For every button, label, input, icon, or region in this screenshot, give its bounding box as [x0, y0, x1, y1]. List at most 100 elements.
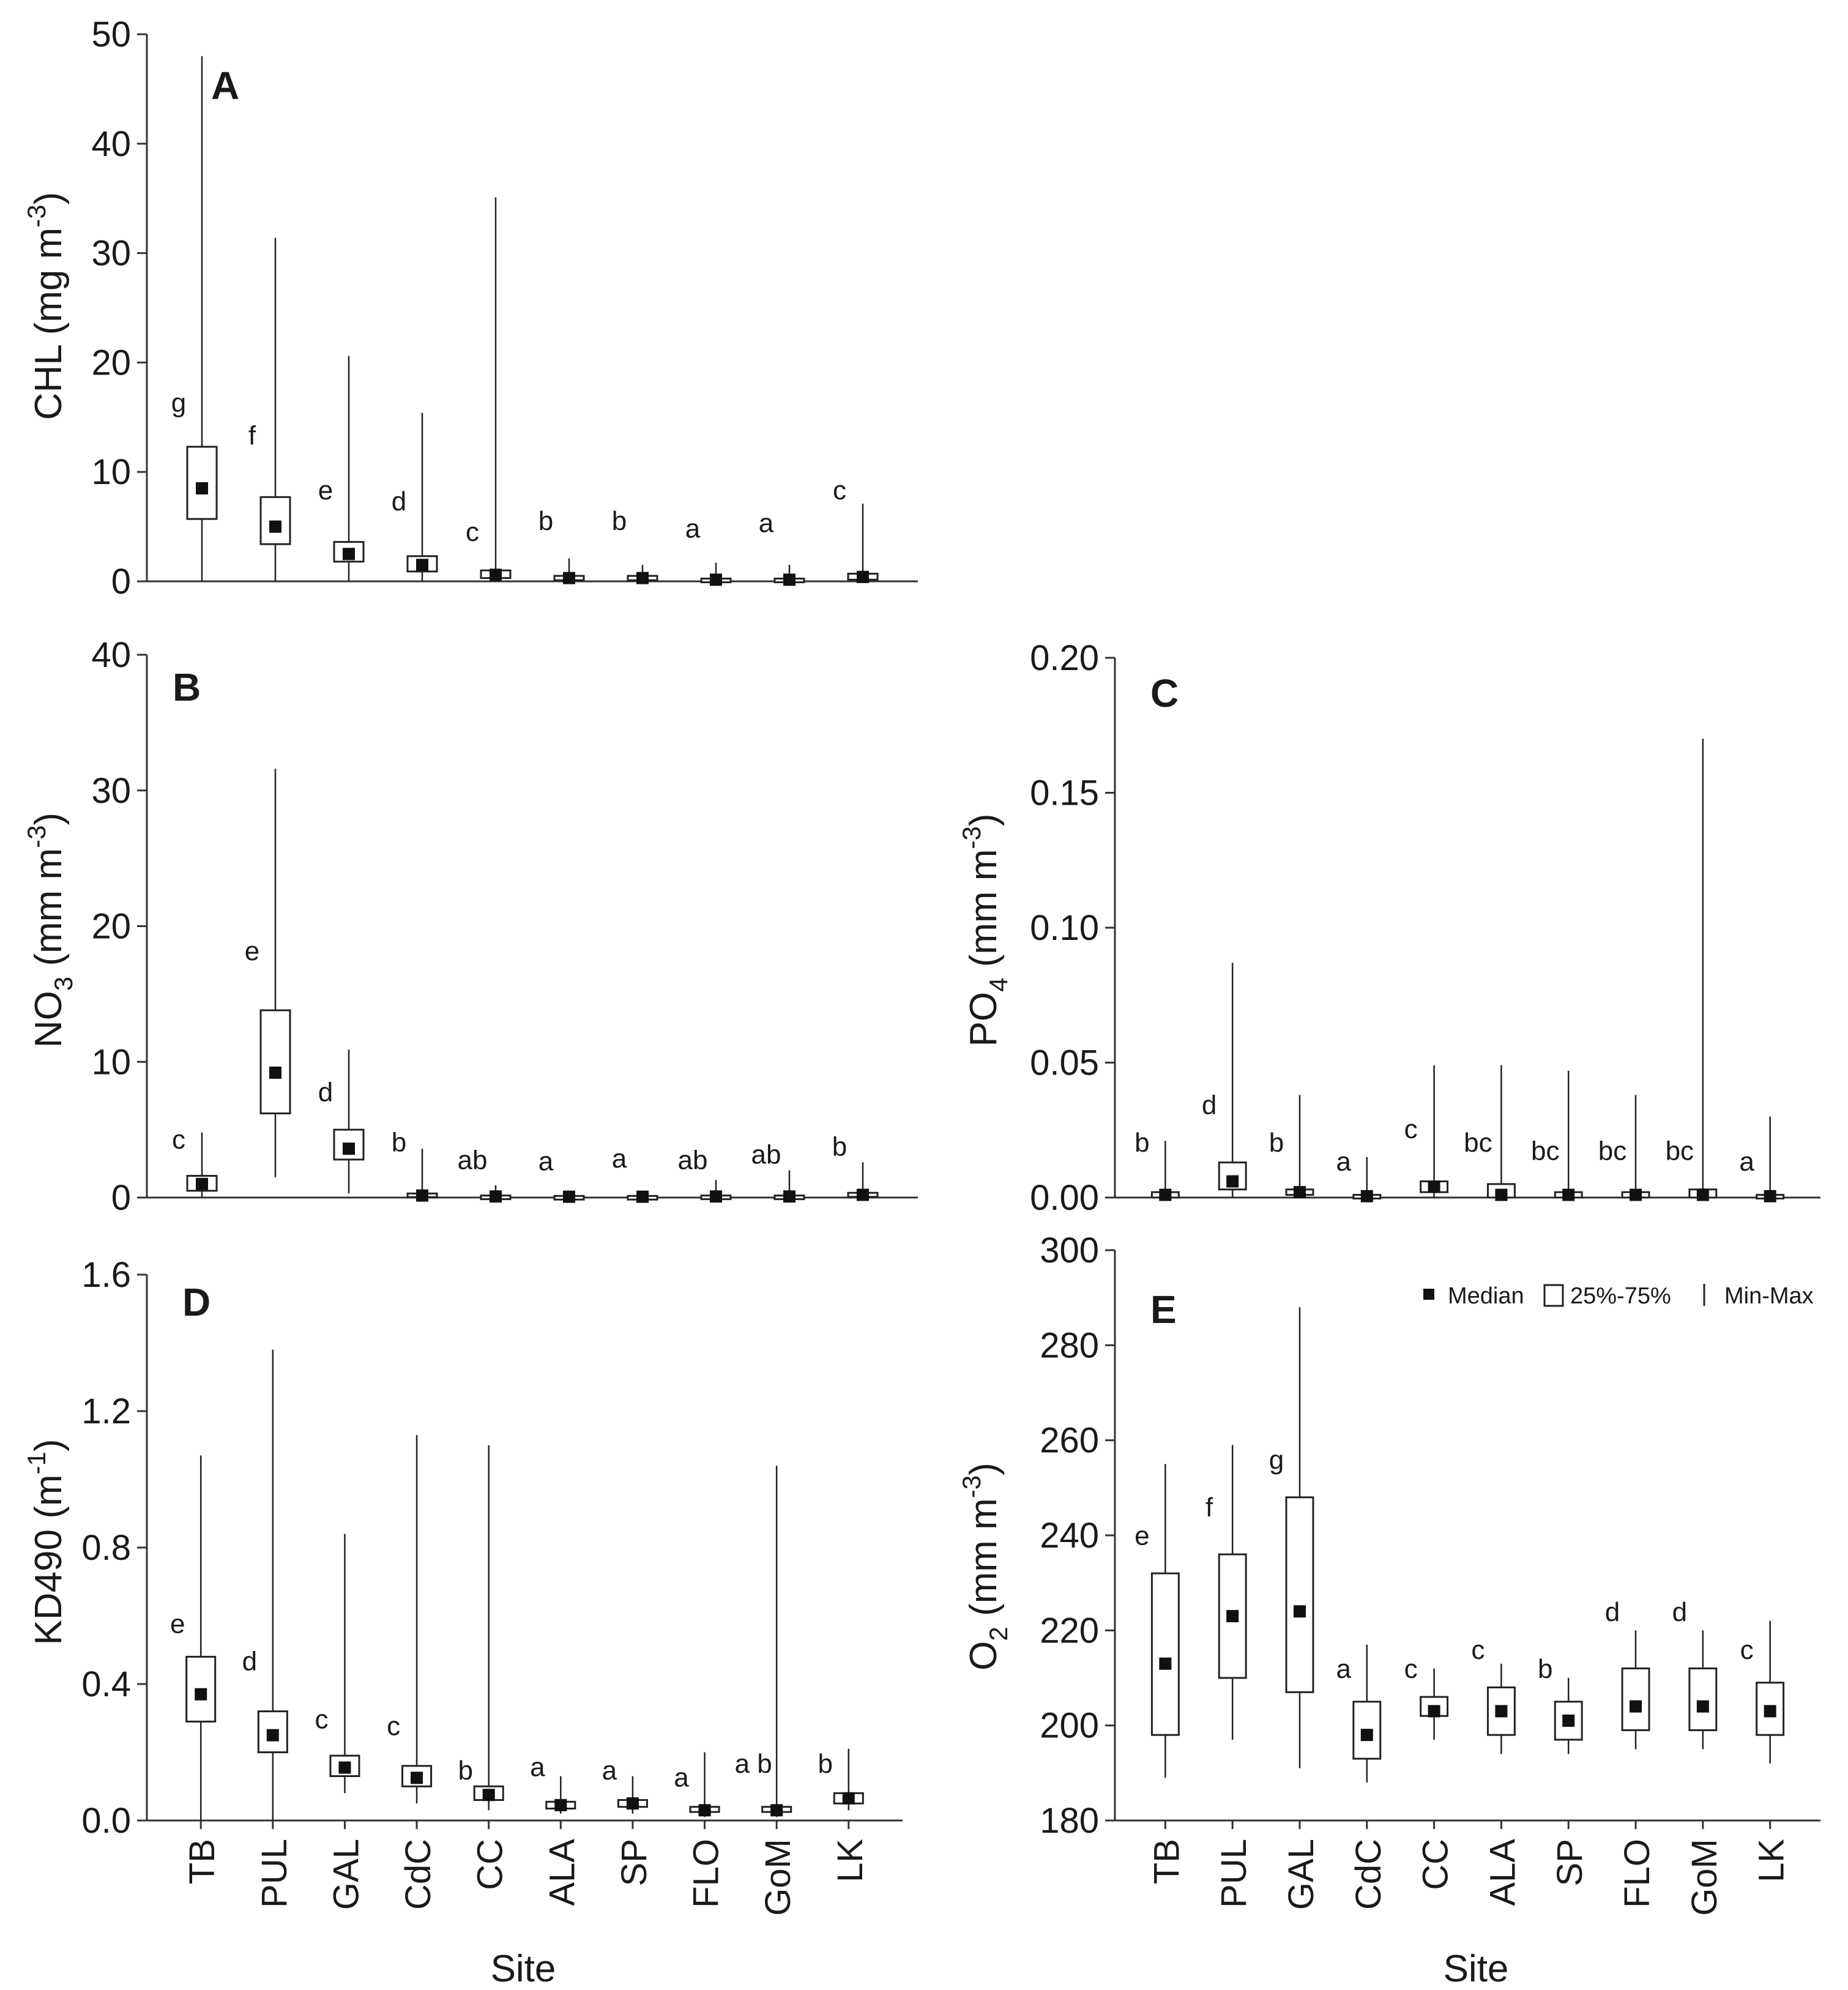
median-sp	[1562, 1714, 1575, 1727]
y-tick-label: 0.00	[1030, 1178, 1099, 1218]
box-tb	[186, 445, 218, 520]
median-flo	[1630, 1700, 1642, 1713]
group-letter: f	[1205, 1492, 1213, 1522]
median-gom	[1696, 1700, 1709, 1713]
y-tick-label: 180	[1040, 1801, 1099, 1841]
median-flo	[710, 573, 722, 586]
x-tick-label: ALA	[542, 1839, 582, 1906]
median-ala	[563, 572, 575, 584]
y-tick-label: 280	[1040, 1325, 1099, 1365]
group-letter: d	[1605, 1597, 1620, 1627]
group-letter: bc	[1531, 1136, 1559, 1166]
x-tick-label: CdC	[1349, 1839, 1388, 1910]
group-letter: c	[1404, 1114, 1418, 1144]
legend-median-label: Median	[1448, 1283, 1524, 1309]
group-letter: b	[832, 1131, 847, 1161]
y-tick-label: 0	[111, 562, 131, 602]
median-pul	[269, 1066, 281, 1079]
y-tick-label: 200	[1040, 1706, 1099, 1746]
x-tick-label: TB	[182, 1839, 222, 1884]
x-tick-label: SP	[614, 1839, 654, 1886]
median-gal	[343, 548, 355, 561]
group-letter: bc	[1464, 1128, 1492, 1158]
group-letter: b	[1269, 1128, 1284, 1158]
median-pul	[266, 1729, 279, 1742]
median-tb	[195, 1688, 207, 1701]
y-axis-title: CHL (mg m-3)	[22, 192, 70, 420]
y-axis-title: O2 (mm m-3)	[957, 1463, 1013, 1671]
group-letter: e	[245, 936, 259, 966]
group-letter: g	[1269, 1445, 1284, 1475]
group-letter: ab	[751, 1140, 781, 1170]
group-letter: b	[818, 1749, 833, 1779]
x-tick-label: PUL	[1214, 1839, 1254, 1908]
y-tick-label: 0.10	[1030, 908, 1099, 948]
y-tick-label: 10	[91, 452, 131, 492]
panel-d: D KD490 (m-1) Site 0.0 0.4 0.8 1.2 1.6 e TB d PU…	[22, 1255, 903, 1990]
y-tick-label: 0	[111, 1178, 131, 1218]
group-letter: a	[685, 513, 701, 543]
panel-a: A CHL (mg m-3) 0 10 20 30 40 50 g f e d c b b a a c	[22, 15, 918, 602]
group-letter: e	[318, 475, 333, 505]
group-letter: a	[602, 1756, 617, 1786]
x-tick-label: GoM	[1685, 1839, 1724, 1916]
median-lk	[842, 1792, 855, 1805]
group-letter: a	[530, 1753, 545, 1783]
y-tick-label: 0.4	[81, 1664, 131, 1704]
panel-e: E O2 (mm m-3) Site Median 25%-75% Min-Ma…	[957, 1231, 1820, 1990]
group-letter: b	[538, 506, 553, 536]
median-lk	[1764, 1190, 1776, 1202]
x-tick-label: LK	[830, 1839, 870, 1882]
panel-label: E	[1150, 1288, 1177, 1332]
y-tick-label: 220	[1040, 1611, 1099, 1650]
x-tick-label: CdC	[398, 1839, 438, 1910]
x-axis-title: Site	[1444, 1948, 1509, 1990]
y-tick-label: 1.2	[81, 1392, 131, 1431]
median-ala	[554, 1798, 567, 1811]
median-cc	[490, 568, 502, 581]
y-axis-title: KD490 (m-1)	[22, 1439, 70, 1645]
group-letter: b	[612, 506, 627, 536]
x-tick-label: FLO	[687, 1839, 726, 1908]
median-gal	[1293, 1186, 1306, 1199]
group-letter: e	[1135, 1521, 1149, 1551]
group-letter: a	[1336, 1654, 1352, 1684]
panel-label: C	[1150, 671, 1179, 715]
x-tick-label: GAL	[1281, 1839, 1321, 1910]
y-tick-label: 20	[91, 343, 131, 382]
median-lk	[857, 570, 869, 583]
median-lk	[1764, 1705, 1776, 1718]
x-tick-label: GoM	[758, 1839, 798, 1916]
group-letter: c	[315, 1704, 328, 1734]
median-ala	[1495, 1188, 1508, 1201]
group-letter: a	[759, 509, 774, 538]
median-tb	[1159, 1657, 1172, 1670]
group-letter: c	[1740, 1635, 1754, 1665]
x-tick-label: TB	[1147, 1839, 1187, 1884]
group-letter: d	[392, 486, 406, 516]
group-letter: a	[612, 1144, 627, 1174]
median-tb	[196, 1177, 208, 1190]
group-letter: e	[170, 1609, 185, 1639]
group-letter: c	[833, 475, 846, 505]
group-letter: f	[248, 421, 256, 451]
y-tick-label: 50	[91, 15, 131, 54]
median-pul	[269, 520, 281, 533]
median-gal	[338, 1761, 351, 1774]
group-letter: ab	[678, 1145, 708, 1175]
median-gom	[783, 573, 795, 586]
legend-box-label: 25%-75%	[1570, 1283, 1671, 1309]
y-tick-label: 0.8	[81, 1528, 131, 1568]
median-flo	[710, 1190, 722, 1203]
group-letter: d	[242, 1647, 257, 1677]
group-letter: a	[1739, 1147, 1754, 1177]
y-tick-label: 0.0	[81, 1801, 131, 1841]
y-axis-title: PO4 (mm m-3)	[957, 813, 1013, 1046]
y-tick-label: 0.05	[1030, 1043, 1099, 1083]
box-gal	[1285, 1496, 1314, 1693]
group-letter: bc	[1666, 1136, 1694, 1166]
median-gom	[1696, 1188, 1709, 1201]
group-letter: a	[538, 1147, 554, 1177]
group-letter: b	[458, 1756, 472, 1786]
y-tick-label: 240	[1040, 1516, 1099, 1556]
